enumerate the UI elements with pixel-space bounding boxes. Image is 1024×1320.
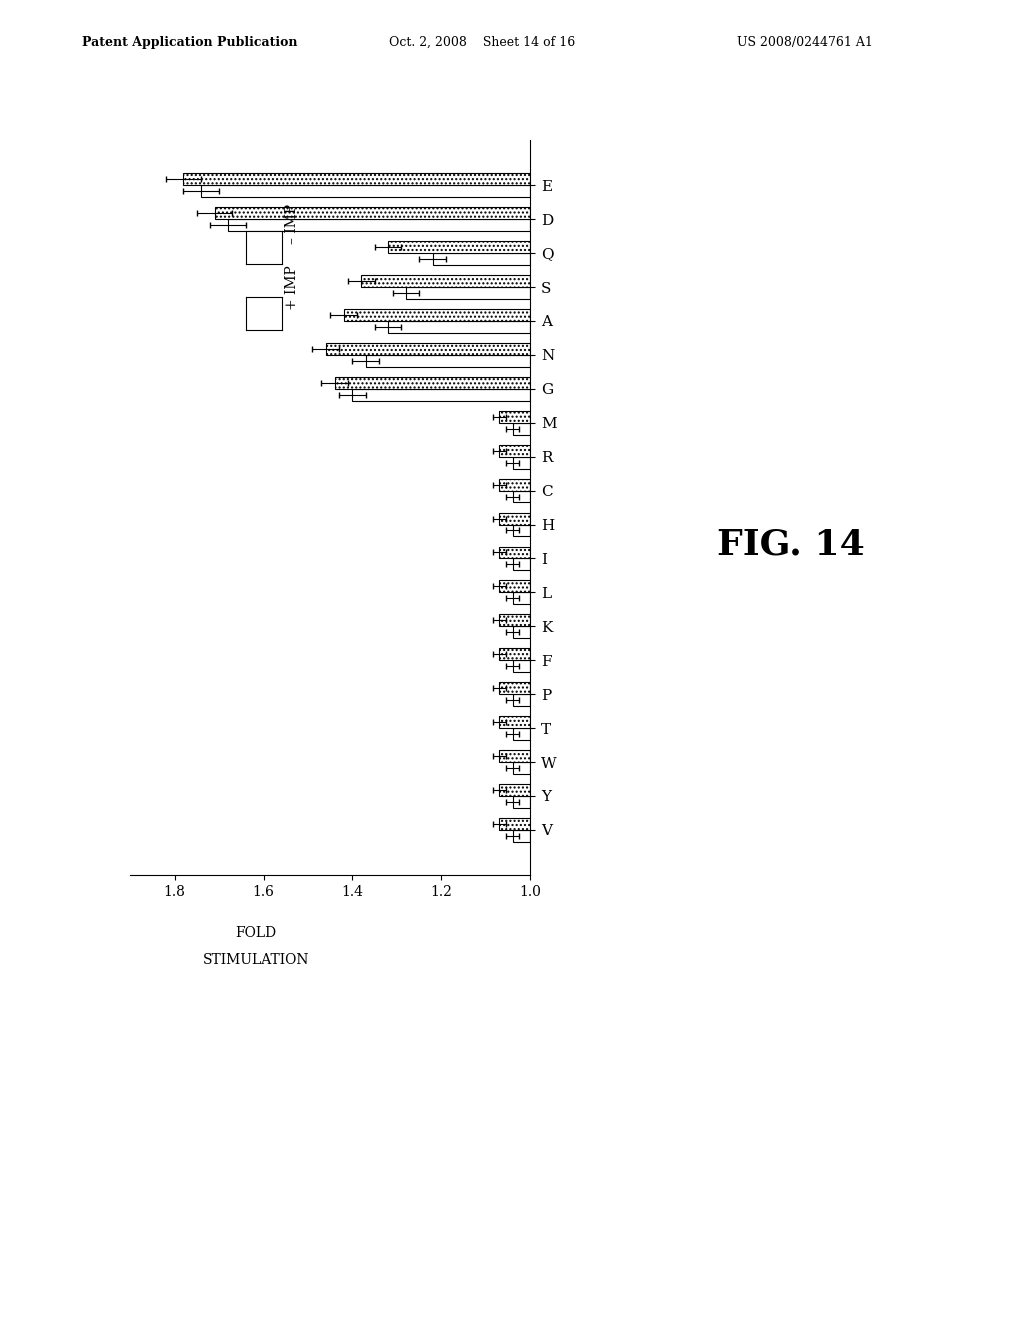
Bar xyxy=(432,253,530,265)
Bar xyxy=(513,762,530,774)
Bar xyxy=(513,457,530,469)
Bar xyxy=(513,694,530,706)
Bar xyxy=(388,242,530,253)
Text: Patent Application Publication: Patent Application Publication xyxy=(82,36,297,49)
Bar xyxy=(513,729,530,741)
Bar xyxy=(513,491,530,503)
Bar xyxy=(500,445,530,457)
Bar xyxy=(366,355,530,367)
Bar xyxy=(513,558,530,570)
Bar xyxy=(388,321,530,333)
Text: STIMULATION: STIMULATION xyxy=(203,953,309,966)
Bar xyxy=(500,546,530,558)
Bar xyxy=(513,830,530,842)
Bar xyxy=(500,818,530,830)
Text: US 2008/0244761 A1: US 2008/0244761 A1 xyxy=(737,36,873,49)
Bar xyxy=(406,286,530,298)
Bar xyxy=(513,524,530,536)
Text: Oct. 2, 2008    Sheet 14 of 16: Oct. 2, 2008 Sheet 14 of 16 xyxy=(389,36,575,49)
Bar xyxy=(500,479,530,491)
Bar xyxy=(513,422,530,434)
Bar xyxy=(183,173,530,185)
Text: FOLD: FOLD xyxy=(236,927,276,940)
Bar xyxy=(513,626,530,638)
Bar xyxy=(513,660,530,672)
Bar xyxy=(361,275,530,286)
Bar xyxy=(500,411,530,422)
Bar xyxy=(500,717,530,729)
Bar xyxy=(500,682,530,694)
Bar xyxy=(500,614,530,626)
Bar xyxy=(202,185,530,197)
Bar xyxy=(215,207,530,219)
Bar xyxy=(513,593,530,605)
Text: + IMP: + IMP xyxy=(285,265,299,310)
Bar xyxy=(513,796,530,808)
Bar xyxy=(352,389,530,401)
Bar xyxy=(344,309,530,321)
Bar xyxy=(228,219,530,231)
Bar xyxy=(335,378,530,389)
Bar xyxy=(500,581,530,593)
Bar xyxy=(500,648,530,660)
Text: – IMP: – IMP xyxy=(285,205,299,244)
Bar xyxy=(326,343,530,355)
Bar xyxy=(500,750,530,762)
Bar xyxy=(500,784,530,796)
Text: FIG. 14: FIG. 14 xyxy=(717,528,864,561)
Bar xyxy=(500,512,530,524)
